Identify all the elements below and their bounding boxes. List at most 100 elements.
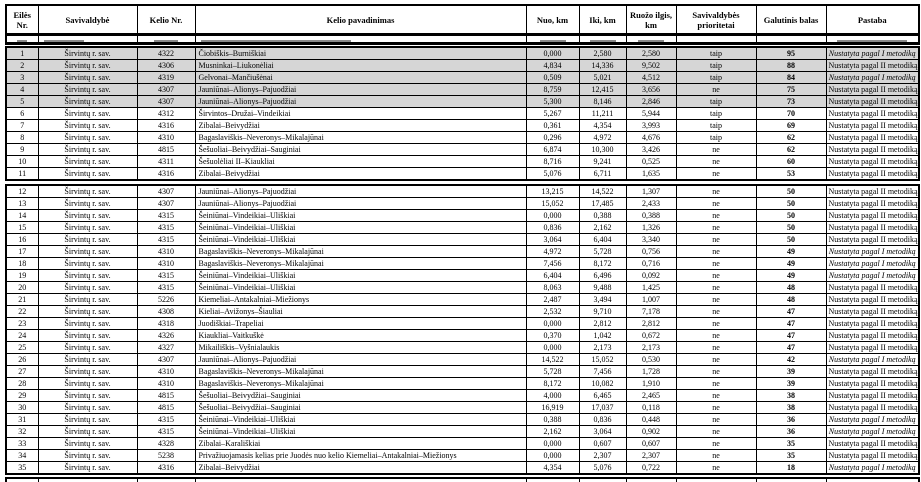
cell-galutinis-balas: 35 [755, 449, 827, 462]
cell-kelio-pavadinimas: Bagaslaviškis–Neveronys–Mikalajūnai [194, 257, 527, 270]
cell-prioritetai: ne [675, 221, 757, 234]
cell-pastaba: Nustatyta pagal II metodiką [825, 221, 920, 234]
cell-kelio-pavadinimas: Šešuolėliai II–Kiaukliai [194, 155, 527, 168]
cell-eiles-nr: 2 [5, 59, 39, 72]
cell-galutinis-balas: 39 [755, 365, 827, 378]
cell-iki-km: 14,336 [578, 59, 627, 72]
cell-kelio-pavadinimas: Jauniūnai–Alionys–Pajuodžiai [194, 95, 527, 108]
cell-iki-km: 2,580 [578, 46, 627, 60]
cell-iki-km: 15,052 [578, 353, 627, 366]
cell-prioritetai: taip [675, 59, 757, 72]
cell-ruozo-ilgis: 1,728 [625, 365, 677, 378]
cell-nuo-km: 0,836 [525, 221, 580, 234]
cell-kelio-nr: 4310 [136, 131, 196, 144]
cell-nuo-km: 0,296 [525, 131, 580, 144]
cell-iki-km: 3,494 [578, 293, 627, 306]
cell-kelio-pavadinimas: Jauniūnai–Alionys–Pajuodžiai [194, 197, 527, 210]
cell-savivaldybe: Širvintų r. sav. [37, 293, 138, 306]
cell-iki-km: 6,711 [578, 167, 627, 181]
cell-ruozo-ilgis: 2,173 [625, 341, 677, 354]
cell-savivaldybe: Širvintų r. sav. [37, 269, 138, 282]
table-row: 34 Širvintų r. sav. 5238 Privažiuojamasi… [5, 449, 920, 462]
cell-kelio-nr: 4815 [136, 143, 196, 156]
cell-savivaldybe: Širvintų r. sav. [37, 389, 138, 402]
cell-prioritetai: ne [675, 353, 757, 366]
cell-kelio-nr: 4306 [136, 59, 196, 72]
cell-eiles-nr: 21 [5, 293, 39, 306]
cell-nuo-km: 8,759 [525, 83, 580, 96]
cell-nuo-km: 8,716 [525, 155, 580, 168]
cell-galutinis-balas: 53 [755, 167, 827, 181]
cell-galutinis-balas: 88 [755, 59, 827, 72]
cell-kelio-pavadinimas: Jauniūnai–Alionys–Pajuodžiai [194, 353, 527, 366]
table-row: 13 Širvintų r. sav. 4307 Jauniūnai–Alion… [5, 197, 920, 210]
table-row: 10 Širvintų r. sav. 4311 Šešuolėliai II–… [5, 155, 920, 168]
cell-prioritetai: ne [675, 401, 757, 414]
cell-nuo-km: 0,509 [525, 71, 580, 84]
cell-galutinis-balas: 49 [755, 257, 827, 270]
cell-pastaba: Nustatyta pagal II metodiką [825, 401, 920, 414]
cell-iki-km: 8,172 [578, 257, 627, 270]
cell-kelio-pavadinimas: Zibalai–Beivydžiai [194, 167, 527, 181]
cell-ruozo-ilgis: 0,525 [625, 155, 677, 168]
cell-ruozo-ilgis: 1,425 [625, 281, 677, 294]
cell-kelio-nr: 4311 [136, 155, 196, 168]
cell-iki-km: 6,465 [578, 389, 627, 402]
cell-pastaba: Nustatyta pagal I metodiką [825, 269, 920, 282]
cell-eiles-nr: 34 [5, 449, 39, 462]
cell-ruozo-ilgis: 1,635 [625, 167, 677, 181]
cell-kelio-pavadinimas: Zibalai–Karališkiai [194, 437, 527, 450]
cell-pastaba: Nustatyta pagal II metodiką [825, 377, 920, 390]
cell-eiles-nr: 1 [5, 46, 39, 60]
cell-savivaldybe: Širvintų r. sav. [37, 437, 138, 450]
cell-iki-km: 3,064 [578, 425, 627, 438]
cell-iki-km: 6,496 [578, 269, 627, 282]
cell-eiles-nr: 18 [5, 257, 39, 270]
cell-kelio-nr: 4315 [136, 413, 196, 426]
cell-prioritetai: ne [675, 377, 757, 390]
cell-savivaldybe: Širvintų r. sav. [37, 155, 138, 168]
cell-kelio-nr: 4319 [136, 71, 196, 84]
table-row: 18 Širvintų r. sav. 4310 Bagaslaviškis–N… [5, 257, 920, 270]
cell-prioritetai: ne [675, 461, 757, 475]
cell-ruozo-ilgis: 1,307 [625, 184, 677, 198]
cell-pastaba: Nustatyta pagal I metodiką [825, 461, 920, 475]
cell-ruozo-ilgis: 4,512 [625, 71, 677, 84]
cell-kelio-pavadinimas: Zibalai–Beivydžiai [194, 461, 527, 475]
cell-savivaldybe: Širvintų r. sav. [37, 119, 138, 132]
cell-savivaldybe: Širvintų r. sav. [37, 401, 138, 414]
cell-galutinis-balas: 62 [755, 143, 827, 156]
cell-ruozo-ilgis: 7,178 [625, 305, 677, 318]
cell-savivaldybe: Širvintų r. sav. [37, 329, 138, 342]
cell-savivaldybe: Širvintų r. sav. [37, 413, 138, 426]
cell-ruozo-ilgis: 0,756 [625, 245, 677, 258]
cell-iki-km: 2,307 [578, 449, 627, 462]
cell-pastaba: Nustatyta pagal II metodiką [825, 107, 920, 120]
cell-galutinis-balas: 47 [755, 329, 827, 342]
cell-kelio-pavadinimas: Šeiniūnai–Vindeikiai–Uliškiai [194, 281, 527, 294]
cell-eiles-nr: 28 [5, 377, 39, 390]
cell-prioritetai: ne [675, 281, 757, 294]
cell-pastaba: Nustatyta pagal II metodiką [825, 143, 920, 156]
cell-pastaba: Nustatyta pagal II metodiką [825, 197, 920, 210]
cell-kelio-nr: 4310 [136, 365, 196, 378]
cell-ruozo-ilgis: 2,307 [625, 449, 677, 462]
cell-galutinis-balas: 38 [755, 401, 827, 414]
cell-savivaldybe: Širvintų r. sav. [37, 71, 138, 84]
cell-savivaldybe: Širvintų r. sav. [37, 209, 138, 222]
cell-kelio-pavadinimas: Bagaslaviškis–Neveronys–Mikalajūnai [194, 365, 527, 378]
table-row: 25 Širvintų r. sav. 4327 Mikailiškis–Vyš… [5, 341, 920, 354]
cell-kelio-pavadinimas: Šeiniūnai–Vindeikiai–Uliškiai [194, 269, 527, 282]
cell-iki-km: 2,812 [578, 317, 627, 330]
cell-iki-km: 6,404 [578, 233, 627, 246]
cell-eiles-nr: 30 [5, 401, 39, 414]
table-row: 3 Širvintų r. sav. 4319 Gelvonai–Mančiuš… [5, 71, 920, 84]
cell-nuo-km: 3,064 [525, 233, 580, 246]
cell-savivaldybe: Širvintų r. sav. [37, 425, 138, 438]
cell-ruozo-ilgis: 0,672 [625, 329, 677, 342]
table-row: 4 Širvintų r. sav. 4307 Jauniūnai–Aliony… [5, 83, 920, 96]
cell-ruozo-ilgis: 2,812 [625, 317, 677, 330]
clipped-row-bottom [5, 477, 920, 482]
cell-prioritetai: ne [675, 209, 757, 222]
